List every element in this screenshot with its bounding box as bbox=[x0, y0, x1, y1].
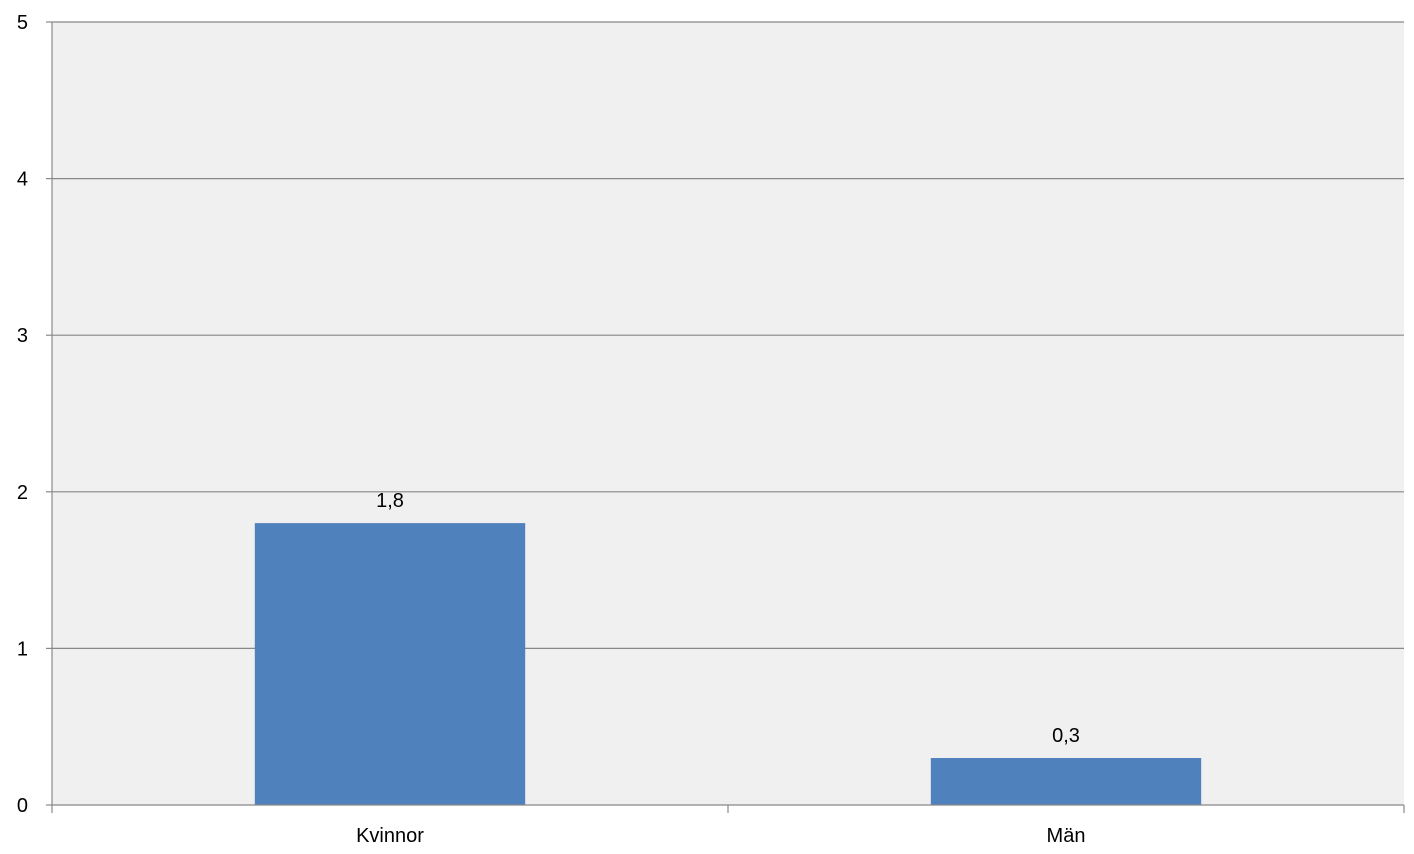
bars bbox=[254, 523, 1202, 805]
labels: 0 1 2 3 4 5 1,8 Kvinnor 0,3 Män bbox=[17, 12, 1086, 847]
y-tick-label: 3 bbox=[17, 325, 28, 347]
y-tick-label: 0 bbox=[17, 795, 28, 817]
x-tick-label: Män bbox=[1047, 825, 1086, 847]
data-label: 1,8 bbox=[376, 490, 404, 512]
y-tick-label: 2 bbox=[17, 482, 28, 504]
x-tick-label: Kvinnor bbox=[356, 825, 424, 847]
bar bbox=[930, 758, 1202, 805]
y-tick-label: 1 bbox=[17, 638, 28, 660]
y-tick-label: 4 bbox=[17, 169, 28, 191]
bar bbox=[254, 523, 526, 805]
y-tick-label: 5 bbox=[17, 12, 28, 34]
axes bbox=[46, 21, 1405, 813]
data-label: 0,3 bbox=[1052, 725, 1080, 747]
